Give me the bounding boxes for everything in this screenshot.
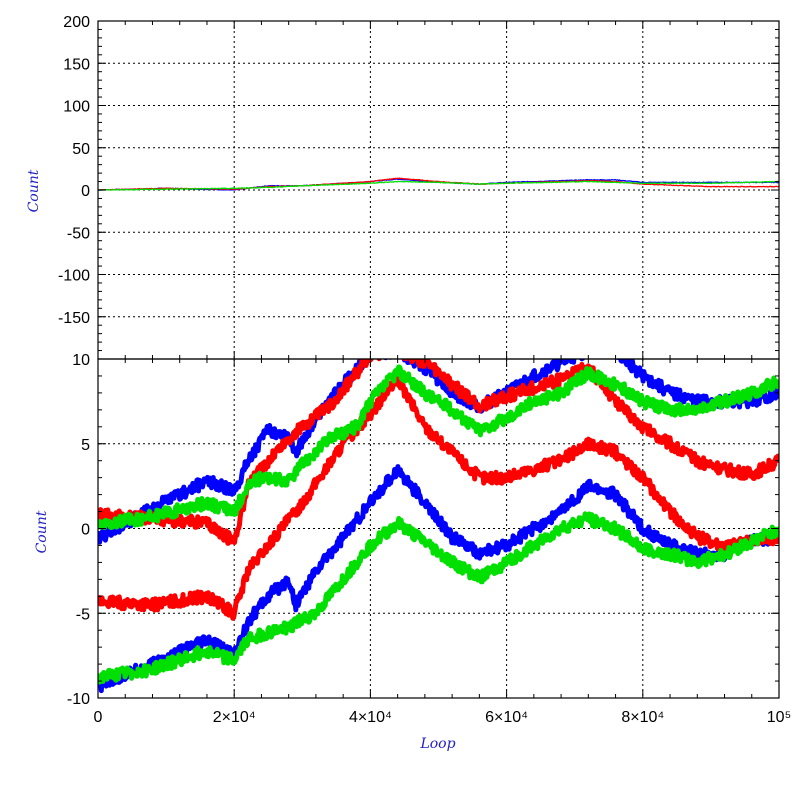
bottom-panel-series [98, 359, 779, 694]
x-axis-title: Loop [419, 736, 455, 752]
bottom-ytick-label-0: 10 [72, 352, 90, 369]
x-tick-label-1: 2×10⁴ [213, 709, 256, 726]
top-ytick-label-3: 50 [72, 141, 90, 158]
bottom-series-4 [98, 511, 779, 685]
bottom-series-0 [98, 464, 779, 694]
x-tick-label-0: 0 [94, 709, 103, 726]
top-panel-grid [98, 21, 779, 359]
bottom-ytick-label-4: -10 [67, 691, 90, 708]
bottom-ytick-label-3: -5 [76, 606, 90, 623]
bottom-ytick-label-2: 0 [81, 522, 90, 539]
top-ytick-label-0: 200 [63, 14, 90, 31]
bottom-ytick-label-1: 5 [81, 437, 90, 454]
bottom-series-1 [98, 359, 779, 545]
top-y-axis-title: Count [26, 169, 42, 212]
top-ytick-label-6: -100 [58, 268, 90, 285]
top-ytick-label-5: -50 [67, 225, 90, 242]
top-ytick-label-7: -150 [58, 310, 90, 327]
x-tick-label-3: 6×10⁴ [485, 709, 528, 726]
bottom-series-2 [98, 375, 779, 621]
x-tick-label-2: 4×10⁴ [349, 709, 392, 726]
bottom-series-5 [98, 364, 779, 531]
top-series-2 [98, 180, 779, 191]
bottom-y-axis-title: Count [34, 510, 50, 553]
top-panel-series [98, 177, 779, 191]
top-ytick-label-4: 0 [81, 183, 90, 200]
x-tick-label-5: 10⁵ [767, 709, 791, 726]
top-ytick-label-2: 100 [63, 99, 90, 116]
bottom-series-3 [98, 359, 779, 546]
x-tick-label-4: 8×10⁴ [621, 709, 664, 726]
top-panel-axis: 200 150 100 50 0 -50 -100 -150 [58, 14, 780, 360]
top-ytick-label-1: 150 [63, 56, 90, 73]
